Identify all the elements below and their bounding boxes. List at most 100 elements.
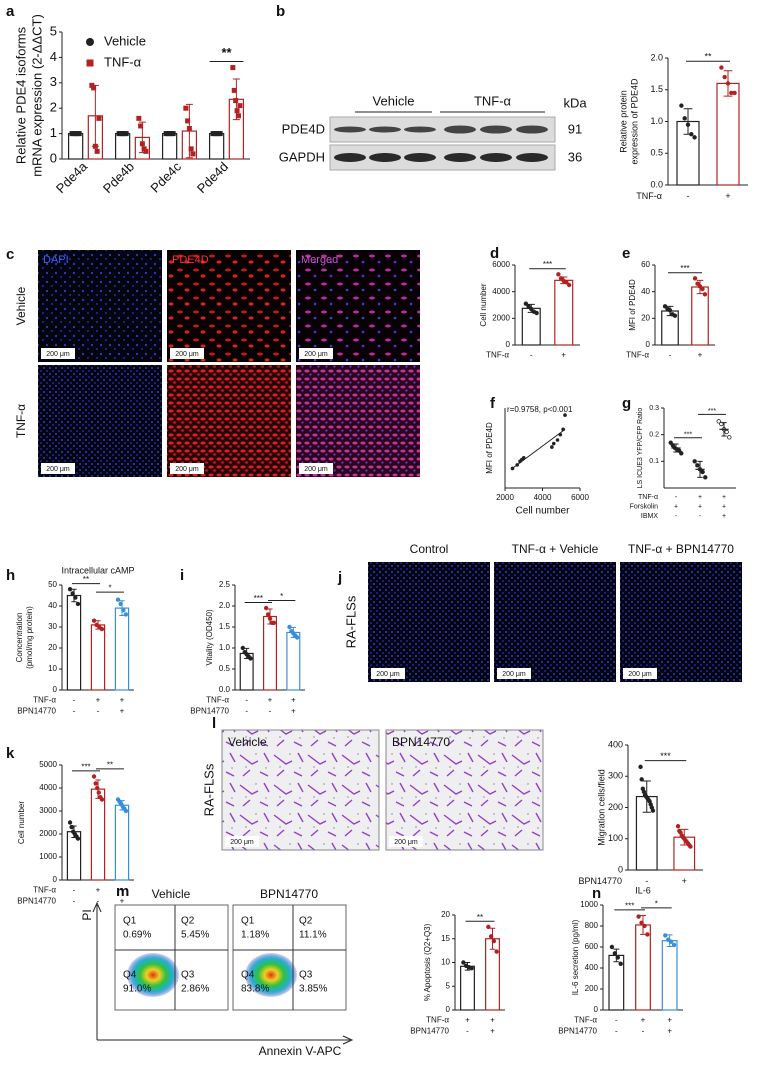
- y-tick-label: 0.0: [650, 179, 663, 189]
- blot-band: [516, 125, 548, 134]
- error-bar: [185, 103, 193, 159]
- y-tick-label: 15: [441, 934, 450, 943]
- data-point: [724, 429, 729, 435]
- significance-label: ***: [625, 901, 634, 910]
- data-point: [99, 626, 105, 632]
- y-axis-label: Cell number: [479, 283, 488, 326]
- scale-bar-box: [170, 348, 204, 359]
- data-point: [67, 587, 73, 592]
- quadrant-value: 83.8%: [241, 984, 269, 995]
- data-point: [185, 118, 191, 124]
- error-bar: [680, 828, 689, 846]
- data-point: [76, 131, 82, 137]
- condition-name: TNF-α: [33, 886, 56, 895]
- flow-density: [245, 953, 297, 997]
- condition-sign: -: [245, 706, 248, 715]
- y-tick-label: 2.0: [650, 52, 663, 62]
- condition-sign: -: [699, 513, 702, 520]
- y-tick-label: 2.5: [219, 580, 231, 589]
- column-label: TNF-α + BPN14770: [628, 542, 734, 556]
- condition-name: BPN14770: [578, 876, 622, 886]
- unit-label: kDa: [563, 95, 587, 110]
- y-tick-label: 0: [53, 685, 58, 694]
- quadrant-name: Q4: [241, 970, 255, 981]
- data-point: [138, 123, 144, 129]
- bar: [716, 82, 740, 186]
- data-point: [91, 618, 97, 623]
- x-tick-label: Pde4b: [100, 159, 137, 196]
- group-label: Vehicle: [373, 93, 415, 108]
- legend-marker: [86, 59, 94, 67]
- significance-label: *: [280, 592, 283, 601]
- data-point: [679, 451, 684, 456]
- y-tick-label: 0: [50, 150, 57, 165]
- y-axis-label: Vitality (OD450): [205, 609, 214, 666]
- column-label: BPN14770: [392, 735, 450, 749]
- data-point: [551, 441, 556, 446]
- chart-title: Intracellular cAMP: [61, 565, 134, 575]
- y-tick-label: 0: [446, 1005, 451, 1014]
- condition-sign: -: [675, 494, 678, 501]
- blot-band: [369, 153, 401, 162]
- quadrant-value: 0.69%: [123, 930, 151, 941]
- data-point: [234, 108, 240, 114]
- data-point: [287, 624, 292, 630]
- data-point: [510, 466, 515, 471]
- y-tick-label: 2000: [492, 313, 510, 322]
- y-tick-label: 0: [594, 1005, 599, 1014]
- x-tick-label: 6000: [571, 493, 589, 502]
- condition-sign: -: [73, 696, 76, 705]
- panel-letter: a: [6, 3, 15, 20]
- data-point: [170, 131, 176, 137]
- data-point: [555, 438, 560, 442]
- blot-band: [480, 125, 512, 134]
- scale-bar-box: [41, 463, 75, 474]
- data-point: [469, 966, 474, 971]
- y-tick-label: 800: [585, 921, 599, 930]
- blot-band: [480, 153, 512, 162]
- data-point: [700, 286, 705, 292]
- condition-sign: +: [465, 1016, 470, 1025]
- flow-plot: [114, 904, 229, 1011]
- y-tick-label: 2: [50, 100, 57, 115]
- error-bar: [697, 460, 703, 478]
- blot-band: [404, 126, 436, 133]
- data-point: [233, 98, 239, 104]
- y-tick-label: 40: [641, 287, 650, 296]
- y-tick-label: 2000: [39, 829, 57, 838]
- data-point: [645, 932, 650, 937]
- plot-title: Vehicle: [152, 887, 191, 901]
- condition-sign: +: [722, 513, 726, 520]
- scale-bar-label: 200 μm: [628, 671, 652, 678]
- column-label: Vehicle: [228, 735, 267, 749]
- data-point: [561, 427, 565, 432]
- data-point: [682, 116, 687, 121]
- blot-band: [404, 153, 436, 162]
- data-point: [230, 65, 236, 71]
- bar: [661, 940, 678, 1011]
- data-point: [136, 115, 142, 121]
- blot-band: [444, 153, 476, 162]
- row-label: RA-FLSs: [343, 595, 358, 648]
- y-tick-label: 10: [441, 958, 450, 967]
- panel-letter: e: [622, 245, 630, 262]
- data-point: [700, 469, 705, 475]
- condition-name: IBMX: [641, 513, 658, 520]
- condition-name: TNF-α: [426, 1016, 449, 1025]
- panel-letter: g: [622, 395, 631, 412]
- panel-letter: h: [6, 567, 15, 584]
- condition-sign: +: [698, 351, 703, 360]
- condition-sign: +: [96, 886, 101, 895]
- column-label: TNF-α + Vehicle: [512, 542, 599, 556]
- data-point: [663, 933, 668, 938]
- error-bar: [119, 600, 125, 616]
- error-bar: [666, 934, 673, 947]
- scale-bar-box: [623, 668, 657, 679]
- y-tick-label: 400: [585, 963, 599, 972]
- data-point: [143, 148, 149, 154]
- x-tick-label: 2000: [496, 493, 514, 502]
- error-bar: [95, 620, 101, 630]
- data-point: [99, 797, 105, 802]
- row-label: Vehicle: [14, 286, 28, 325]
- micrograph: [494, 562, 616, 682]
